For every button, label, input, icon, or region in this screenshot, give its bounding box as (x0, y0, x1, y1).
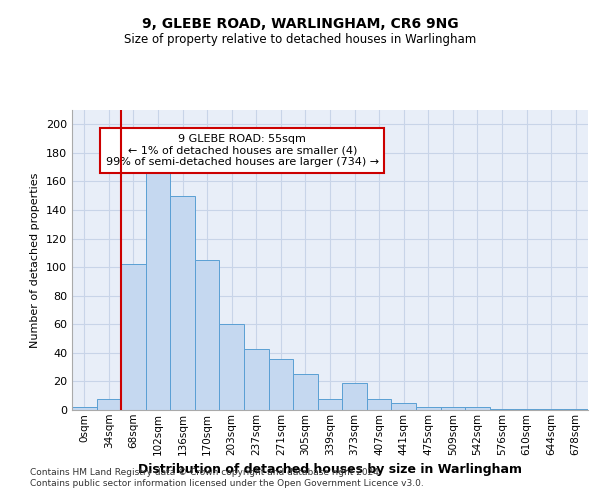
Bar (342, 383, 367, 410)
Text: Contains HM Land Registry data © Crown copyright and database right 2024.
Contai: Contains HM Land Registry data © Crown c… (30, 468, 424, 487)
Bar (170, 196, 195, 410)
Bar (563, 408, 588, 410)
Bar (244, 348, 269, 410)
Bar (490, 408, 514, 410)
Text: Size of property relative to detached houses in Warlingham: Size of property relative to detached ho… (124, 32, 476, 46)
Bar (416, 407, 440, 410)
Bar (465, 407, 490, 410)
Y-axis label: Number of detached properties: Number of detached properties (31, 172, 40, 348)
Bar (318, 398, 342, 410)
Text: 9, GLEBE ROAD, WARLINGHAM, CR6 9NG: 9, GLEBE ROAD, WARLINGHAM, CR6 9NG (142, 18, 458, 32)
Bar (367, 398, 391, 410)
Bar (440, 407, 465, 410)
Bar (293, 374, 318, 410)
Bar (220, 324, 244, 410)
Bar (146, 172, 170, 410)
Bar (514, 408, 539, 410)
Bar (269, 358, 293, 410)
Bar (391, 403, 416, 410)
Bar (195, 260, 220, 410)
X-axis label: Distribution of detached houses by size in Warlingham: Distribution of detached houses by size … (138, 463, 522, 476)
Text: 9 GLEBE ROAD: 55sqm
← 1% of detached houses are smaller (4)
99% of semi-detached: 9 GLEBE ROAD: 55sqm ← 1% of detached hou… (106, 134, 379, 167)
Bar (121, 264, 146, 410)
Bar (97, 398, 121, 410)
Bar (539, 408, 563, 410)
Bar (72, 407, 97, 410)
